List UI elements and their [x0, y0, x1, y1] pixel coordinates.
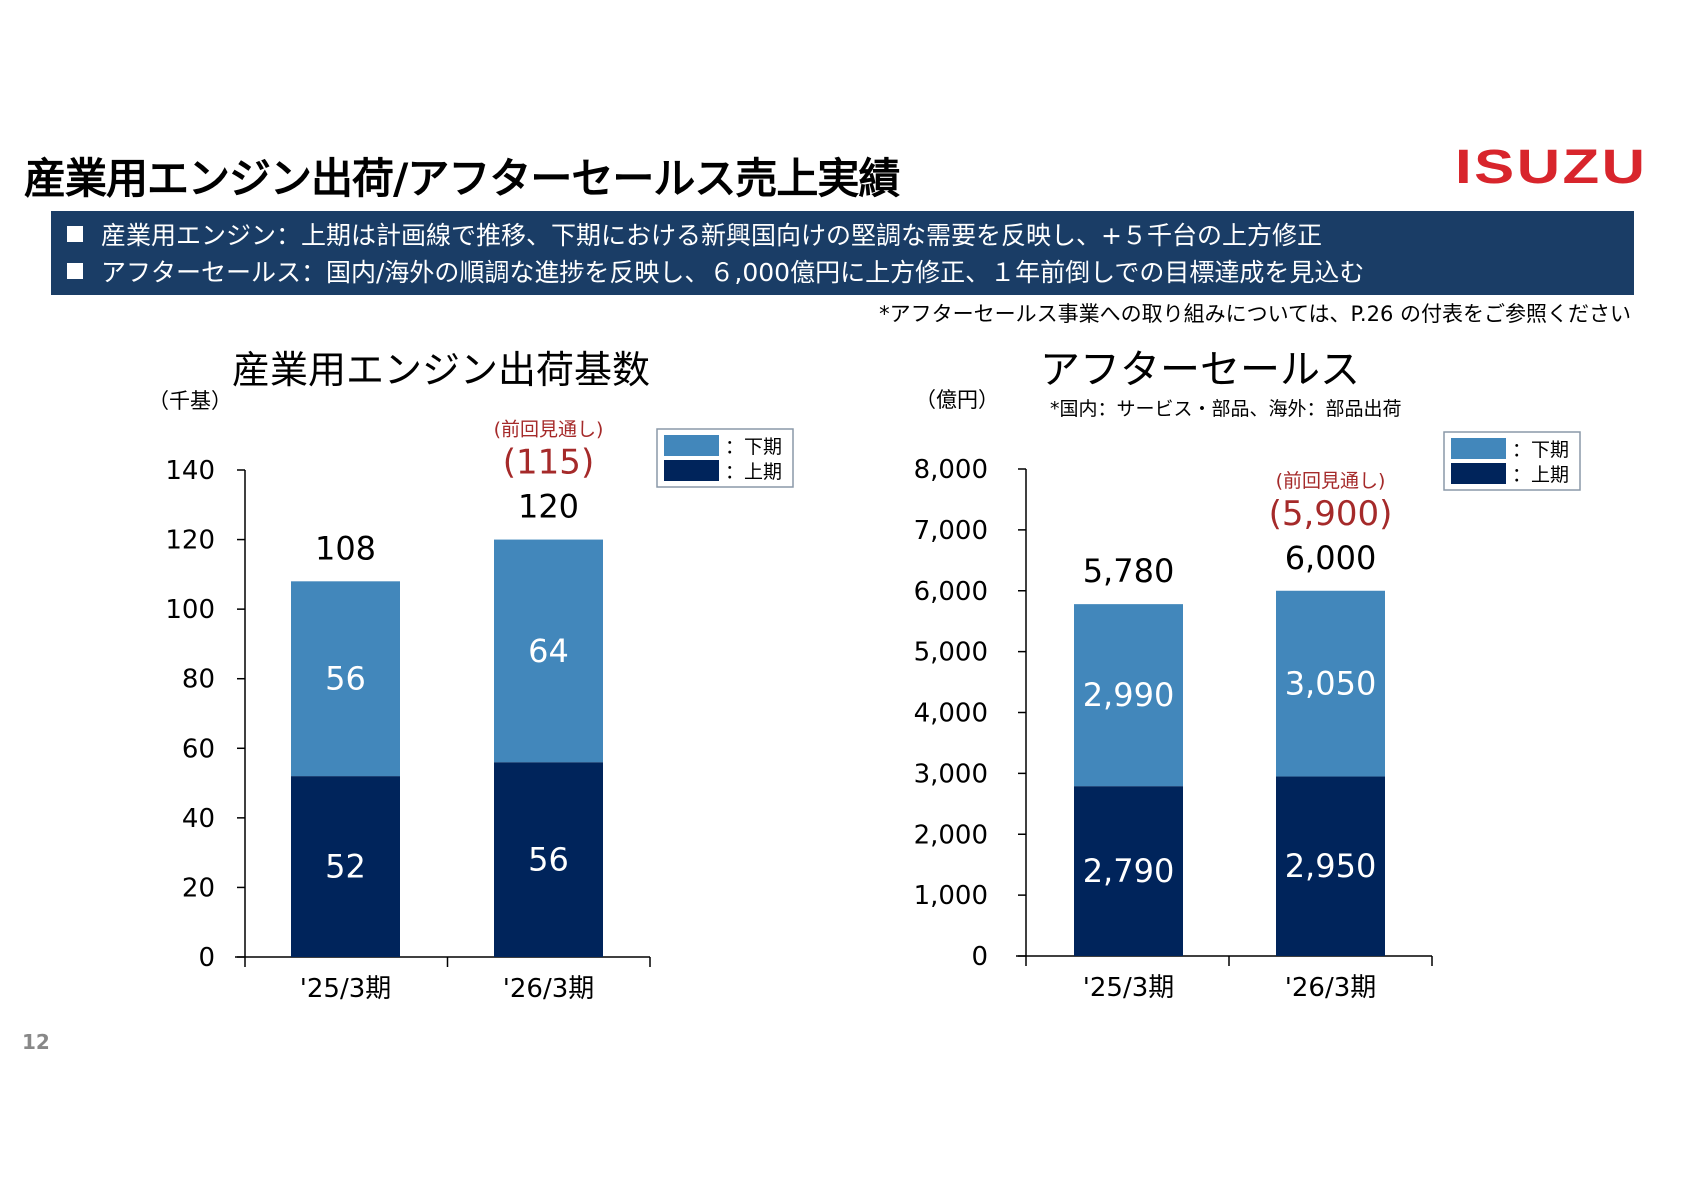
bar-value-label: 2,950 — [1285, 847, 1377, 885]
footnote: *アフターセールス事業への取り組みについては、P.26 の付表をご参照ください — [879, 302, 1631, 326]
y-tick-label: 3,000 — [914, 759, 988, 789]
prior-forecast-label: (前回見通し) — [494, 419, 604, 441]
bar-value-label: 2,790 — [1083, 852, 1175, 890]
y-tick-label: 7,000 — [914, 516, 988, 546]
legend-label: ：下期 — [1512, 439, 1569, 461]
y-tick-label: 60 — [182, 734, 215, 764]
y-tick-label: 4,000 — [914, 699, 988, 729]
bar-segment-first-half — [1276, 776, 1385, 956]
legend-label: ：上期 — [1512, 464, 1569, 486]
x-tick-label: '26/3期 — [1285, 973, 1377, 1003]
x-tick-label: '26/3期 — [503, 974, 595, 1004]
bar-segment-second-half — [494, 539, 603, 763]
bar-segment-first-half — [494, 762, 603, 957]
square-bullet-icon — [67, 262, 83, 279]
legend-swatch — [1451, 438, 1506, 459]
y-axis-unit: （億円） — [915, 388, 999, 412]
legend-swatch — [664, 435, 719, 456]
bar-value-label: 56 — [528, 841, 569, 879]
bar-value-label: 56 — [325, 660, 366, 698]
y-tick-label: 40 — [182, 804, 215, 834]
bar-segment-second-half — [1074, 604, 1183, 787]
bar-total-label: 120 — [518, 488, 579, 526]
y-tick-label: 5,000 — [914, 638, 988, 668]
y-tick-label: 80 — [182, 665, 215, 695]
y-tick-label: 20 — [182, 873, 215, 903]
bar-value-label: 52 — [325, 848, 366, 886]
y-tick-label: 6,000 — [914, 577, 988, 607]
legend-label: ：下期 — [725, 436, 782, 458]
y-tick-label: 140 — [165, 456, 215, 486]
bar-segment-first-half — [1074, 786, 1183, 956]
bullet-text: アフターセールス：国内/海外の順調な進捗を反映し、６,000億円に上方修正、１年… — [101, 257, 1365, 287]
chart-subtitle: *国内：サービス・部品、海外：部品出荷 — [1050, 398, 1402, 420]
bar-value-label: 2,990 — [1083, 676, 1175, 714]
bar-segment-first-half — [291, 776, 400, 957]
x-tick-label: '25/3期 — [300, 974, 392, 1004]
y-tick-label: 2,000 — [914, 820, 988, 850]
bar-total-label: 5,780 — [1083, 552, 1175, 590]
bar-value-label: 3,050 — [1285, 665, 1377, 703]
bullet-text: 産業用エンジン：上期は計画線で推移、下期における新興国向けの堅調な需要を反映し、… — [101, 220, 1322, 250]
y-tick-label: 120 — [165, 526, 215, 556]
bar-total-label: 108 — [315, 529, 376, 567]
prior-forecast-value: (115) — [503, 443, 594, 483]
y-tick-label: 8,000 — [914, 455, 988, 485]
prior-forecast-value: (5,900) — [1269, 494, 1393, 534]
bar-segment-second-half — [291, 581, 400, 777]
prior-forecast-label: (前回見通し) — [1276, 470, 1386, 492]
y-tick-label: 1,000 — [914, 881, 988, 911]
y-tick-label: 0 — [198, 943, 215, 973]
y-axis-unit: （千基） — [148, 389, 232, 413]
page-number: 12 — [22, 1030, 50, 1054]
isuzu-logo: ISUZU — [1455, 141, 1648, 194]
legend-swatch — [1451, 463, 1506, 484]
legend-label: ：上期 — [725, 461, 782, 483]
square-bullet-icon — [67, 225, 83, 242]
bar-total-label: 6,000 — [1285, 539, 1377, 577]
x-tick-label: '25/3期 — [1083, 973, 1175, 1003]
summary-bullet: 産業用エンジン：上期は計画線で推移、下期における新興国向けの堅調な需要を反映し、… — [67, 215, 1634, 252]
summary-bullet: アフターセールス：国内/海外の順調な進捗を反映し、６,000億円に上方修正、１年… — [67, 252, 1634, 289]
chart-title: 産業用エンジン出荷基数 — [232, 348, 650, 392]
page-title: 産業用エンジン出荷/アフターセールス売上実績 — [24, 154, 900, 203]
summary-banner: 産業用エンジン：上期は計画線で推移、下期における新興国向けの堅調な需要を反映し、… — [51, 211, 1634, 295]
y-tick-label: 0 — [971, 942, 988, 972]
chart-title: アフターセールス — [1040, 347, 1360, 393]
bar-value-label: 64 — [528, 632, 569, 670]
y-tick-label: 100 — [165, 595, 215, 625]
bar-segment-second-half — [1276, 590, 1385, 777]
legend-swatch — [664, 460, 719, 481]
